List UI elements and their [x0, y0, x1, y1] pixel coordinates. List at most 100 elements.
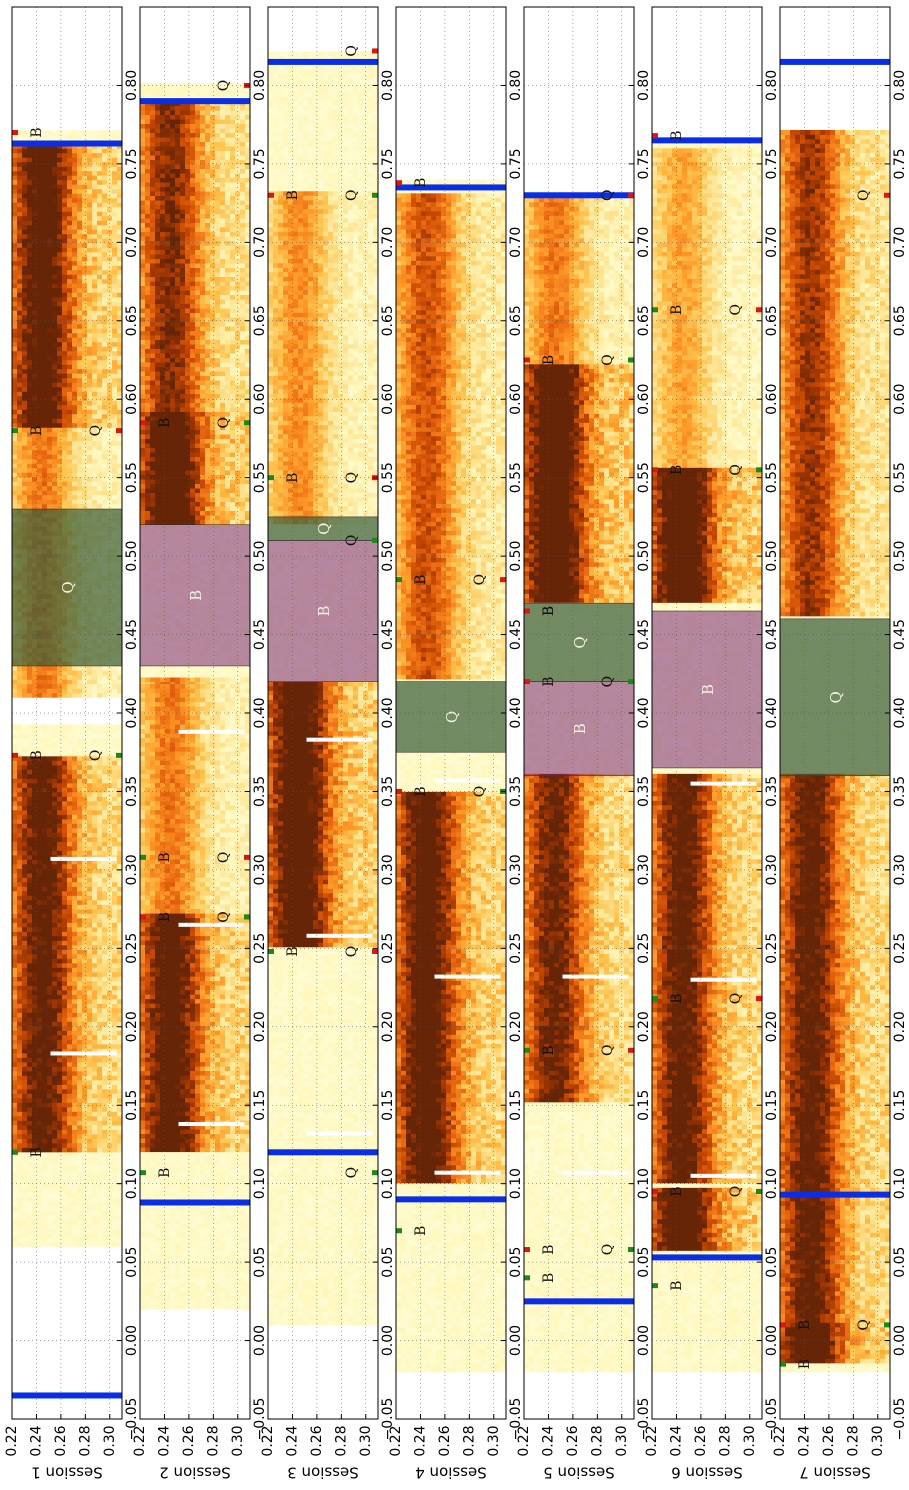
heatmap-cell: [12, 949, 17, 954]
heatmap-cell: [27, 1080, 32, 1085]
heatmap-cell: [82, 1215, 87, 1220]
heatmap-cell: [57, 913, 62, 918]
heatmap-cell: [67, 1120, 72, 1125]
heatmap-cell: [42, 778, 47, 783]
heatmap-cell: [92, 796, 97, 801]
heatmap-cell: [77, 945, 82, 950]
heatmap-cell: [87, 1071, 92, 1076]
heatmap-cell: [62, 783, 67, 788]
heatmap-cell: [62, 904, 67, 909]
heatmap-cell: [92, 931, 97, 936]
heatmap-cell: [102, 1125, 107, 1130]
heatmap-cell: [57, 1170, 62, 1175]
heatmap-cell: [97, 1071, 102, 1076]
heatmap-cell: [47, 837, 52, 842]
heatmap-cell: [77, 1215, 82, 1220]
heatmap-cell: [37, 904, 42, 909]
heatmap-cell: [102, 1039, 107, 1044]
heatmap-cell: [77, 958, 82, 963]
heatmap-cell: [112, 1120, 117, 1125]
heatmap-cell: [17, 774, 22, 779]
heatmap-cell: [37, 895, 42, 900]
heatmap-cell: [27, 936, 32, 941]
heatmap-cell: [57, 963, 62, 968]
heatmap-cell: [112, 913, 117, 918]
heatmap-cell: [92, 841, 97, 846]
heatmap-cell: [52, 891, 57, 896]
heatmap-cell: [12, 832, 17, 837]
heatmap-cell: [67, 1170, 72, 1175]
heatmap-cell: [72, 1156, 77, 1161]
heatmap-cell: [102, 1197, 107, 1202]
heatmap-cell: [27, 1183, 32, 1188]
heatmap-cell: [27, 1044, 32, 1049]
heatmap-cell: [112, 805, 117, 810]
heatmap-cell: [97, 909, 102, 914]
heatmap-cell: [37, 972, 42, 977]
heatmap-cell: [77, 1228, 82, 1233]
heatmap-cell: [92, 1210, 97, 1215]
heatmap-cell: [47, 1170, 52, 1175]
heatmap-cell: [112, 1161, 117, 1166]
heatmap-cell: [92, 1201, 97, 1206]
heatmap-cell: [62, 1179, 67, 1184]
heatmap-cell: [112, 1071, 117, 1076]
heatmap-cell: [22, 769, 27, 774]
heatmap-cell: [77, 1075, 82, 1080]
heatmap-cell: [37, 990, 42, 995]
heatmap-cell: [112, 1111, 117, 1116]
heatmap-cell: [42, 990, 47, 995]
heatmap-cell: [47, 999, 52, 1004]
heatmap-cell: [102, 873, 107, 878]
heatmap-cell: [82, 922, 87, 927]
heatmap-cell: [57, 994, 62, 999]
heatmap-cell: [77, 814, 82, 819]
heatmap-cell: [97, 787, 102, 792]
heatmap-cell: [82, 999, 87, 1004]
heatmap-cell: [92, 1215, 97, 1220]
heatmap-cell: [67, 1116, 72, 1121]
heatmap-cell: [87, 1197, 92, 1202]
heatmap-cell: [87, 1107, 92, 1112]
heatmap-cell: [52, 873, 57, 878]
heatmap-cell: [42, 1215, 47, 1220]
heatmap-cell: [67, 900, 72, 905]
heatmap-cell: [52, 783, 57, 788]
heatmap-cell: [22, 810, 27, 815]
heatmap-cell: [37, 1201, 42, 1206]
heatmap-cell: [17, 801, 22, 806]
heatmap-cell: [22, 886, 27, 891]
heatmap-cell: [67, 1183, 72, 1188]
heatmap-cell: [42, 783, 47, 788]
heatmap-cell: [87, 787, 92, 792]
heatmap-cell: [22, 985, 27, 990]
heatmap-cell: [47, 1089, 52, 1094]
heatmap-cell: [82, 1089, 87, 1094]
heatmap-cell: [57, 895, 62, 900]
heatmap-cell: [37, 810, 42, 815]
heatmap-cell: [77, 1129, 82, 1134]
heatmap-cell: [112, 927, 117, 932]
heatmap-cell: [52, 1111, 57, 1116]
heatmap-cell: [37, 774, 42, 779]
heatmap-cell: [52, 801, 57, 806]
heatmap-cell: [82, 1012, 87, 1017]
heatmap-cell: [87, 828, 92, 833]
heatmap-cell: [112, 1165, 117, 1170]
heatmap-cell: [72, 963, 77, 968]
heatmap-cell: [72, 837, 77, 842]
heatmap-cell: [17, 1228, 22, 1233]
heatmap-cell: [82, 1098, 87, 1103]
heatmap-cell: [97, 1179, 102, 1184]
heatmap-cell: [97, 1152, 102, 1157]
heatmap-cell: [67, 1044, 72, 1049]
heatmap-cell: [47, 1057, 52, 1062]
heatmap-cell: [82, 958, 87, 963]
heatmap-cell: [102, 1129, 107, 1134]
heatmap-cell: [57, 1138, 62, 1143]
heatmap-cell: [72, 1093, 77, 1098]
heatmap-cell: [57, 1161, 62, 1166]
heatmap-cell: [47, 787, 52, 792]
heatmap-cell: [97, 1066, 102, 1071]
heatmap-cell: [47, 1152, 52, 1157]
